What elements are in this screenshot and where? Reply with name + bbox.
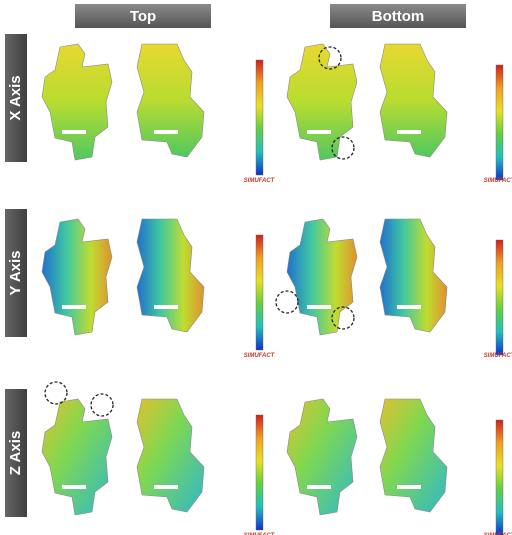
slot xyxy=(397,305,421,309)
part-result xyxy=(380,399,447,512)
part-result xyxy=(287,399,357,515)
column-header: Top xyxy=(130,8,156,25)
logo: SIMUFACT xyxy=(244,353,276,359)
slot xyxy=(307,130,331,134)
slot xyxy=(154,305,178,309)
slot xyxy=(307,305,331,309)
slot xyxy=(154,485,178,489)
part-result xyxy=(137,399,204,512)
logo: SIMUFACT xyxy=(244,178,276,184)
row-label: Y Axis xyxy=(7,250,24,295)
logo: SIMUFACT xyxy=(484,178,512,184)
part-result xyxy=(137,44,204,157)
color-bar xyxy=(256,415,263,530)
page: Top Bottom X Axis SIMUFACT SIMUFACT Y Axis S… xyxy=(0,0,512,535)
row-label: Z Axis xyxy=(7,431,24,475)
content: X Axis SIMUFACT SIMUFACT Y Axis SIMUFACT SIMU… xyxy=(5,34,512,535)
part-result xyxy=(137,219,204,332)
column-header: Bottom xyxy=(372,8,425,25)
part-result xyxy=(380,44,447,157)
logo: SIMUFACT xyxy=(484,353,512,359)
slot xyxy=(397,130,421,134)
color-bar xyxy=(256,60,263,175)
slot xyxy=(397,485,421,489)
color-bar xyxy=(256,235,263,350)
color-bar xyxy=(496,420,503,535)
row-label: X Axis xyxy=(7,75,24,120)
highlight-circle xyxy=(45,382,67,404)
slot xyxy=(154,130,178,134)
slot xyxy=(307,485,331,489)
part-result xyxy=(287,219,357,335)
slot xyxy=(62,305,86,309)
part-result xyxy=(42,219,112,335)
part-result xyxy=(287,44,357,160)
highlight-circle xyxy=(276,291,298,313)
part-result xyxy=(380,219,447,332)
part-result xyxy=(42,44,112,160)
highlight-circle xyxy=(91,394,113,416)
slot xyxy=(62,485,86,489)
slot xyxy=(62,130,86,134)
color-bar xyxy=(496,65,503,180)
figure: Top Bottom X Axis SIMUFACT SIMUFACT Y Axis S… xyxy=(0,0,512,535)
color-bar xyxy=(496,240,503,355)
